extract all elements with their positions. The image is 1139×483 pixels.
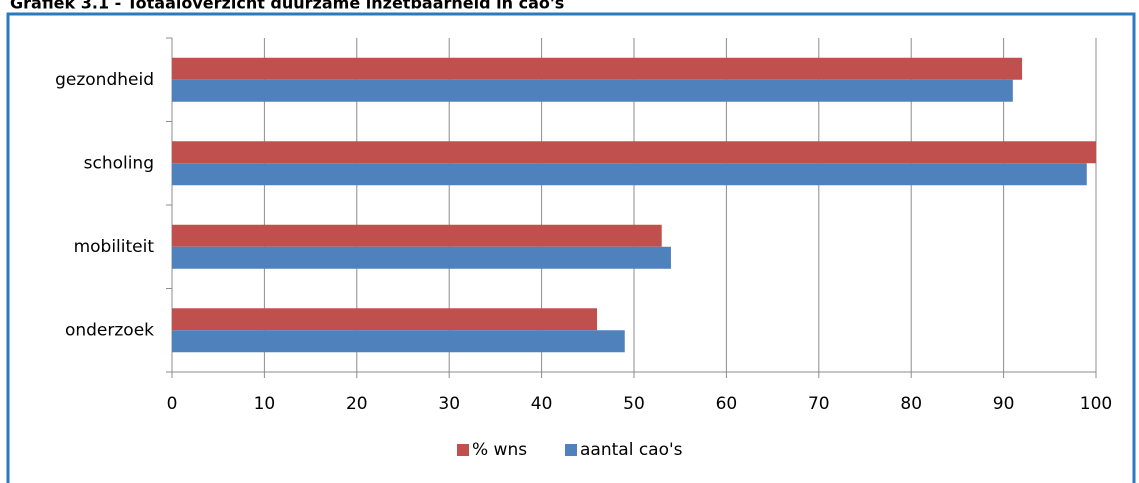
x-tick-label: 60	[716, 394, 738, 414]
y-tick-label: onderzoek	[65, 320, 154, 340]
bar	[172, 224, 662, 247]
x-tick-label: 50	[623, 394, 645, 414]
legend-label: % wns	[472, 440, 527, 460]
bar	[172, 330, 625, 353]
bar	[172, 246, 671, 269]
bar	[172, 57, 1023, 80]
chart-title: Grafiek 3.1 - Totaaloverzicht duurzame i…	[10, 0, 564, 13]
frame	[6, 12, 1136, 483]
y-tick-label: mobiliteit	[74, 237, 155, 257]
legend-swatch	[565, 444, 577, 456]
x-tick-label: 90	[993, 394, 1015, 414]
x-tick-label: 80	[900, 394, 922, 414]
legend-swatch	[457, 444, 469, 456]
x-tick-label: 10	[254, 394, 276, 414]
bar	[172, 163, 1087, 186]
x-tick-label: 0	[167, 394, 178, 414]
legend-label: aantal cao's	[580, 440, 683, 460]
x-tick-label: 30	[438, 394, 460, 414]
x-tick-label: 100	[1080, 394, 1112, 414]
x-tick-label: 40	[531, 394, 553, 414]
bar	[172, 308, 598, 331]
x-tick-label: 70	[808, 394, 830, 414]
y-tick-label: gezondheid	[55, 70, 154, 90]
bar	[172, 79, 1013, 102]
x-tick-label: 20	[346, 394, 368, 414]
y-tick-label: scholing	[84, 153, 154, 173]
bar	[172, 141, 1096, 164]
